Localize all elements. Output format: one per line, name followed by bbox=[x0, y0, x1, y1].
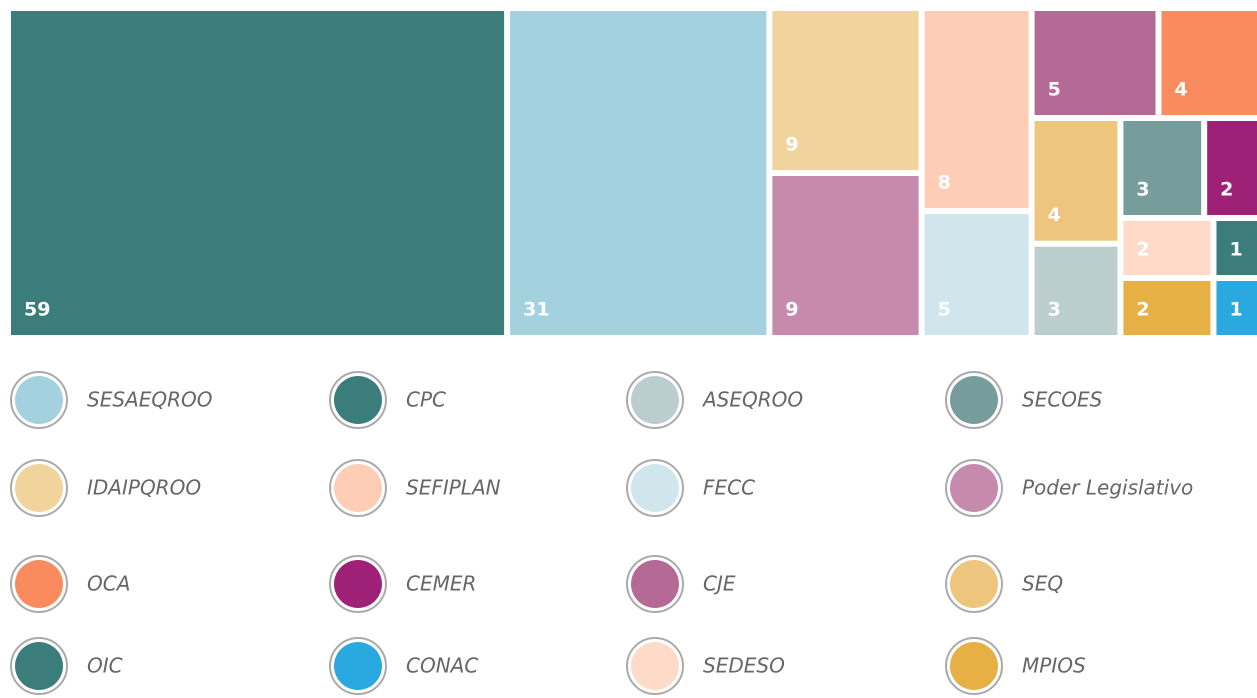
legend-label: CJE bbox=[703, 572, 736, 596]
treemap-cell bbox=[924, 214, 1029, 335]
legend-swatch bbox=[950, 642, 998, 690]
legend-swatch bbox=[334, 560, 382, 608]
value-label: 5 bbox=[938, 299, 951, 321]
legend-swatch bbox=[15, 642, 63, 690]
treemap-cell bbox=[1034, 11, 1156, 115]
legend-swatch bbox=[950, 464, 998, 512]
value-label: 31 bbox=[523, 299, 549, 321]
legend-label: OIC bbox=[87, 654, 123, 678]
legend-label: SEFIPLAN bbox=[406, 476, 501, 500]
legend-label: SESAEQROO bbox=[87, 388, 212, 412]
value-label: 3 bbox=[1136, 179, 1149, 201]
treemap-cell bbox=[772, 11, 919, 170]
legend-label: IDAIPQROO bbox=[87, 476, 201, 500]
value-label: 59 bbox=[24, 299, 50, 321]
treemap-cell bbox=[1123, 281, 1211, 335]
legend-label: OCA bbox=[87, 572, 130, 596]
treemap-cell bbox=[1216, 281, 1257, 335]
legend-label: FECC bbox=[703, 476, 755, 500]
legend-label: MPIOS bbox=[1022, 654, 1086, 678]
legend-swatch bbox=[334, 376, 382, 424]
legend-label: Poder Legislativo bbox=[1022, 476, 1193, 500]
treemap-cell bbox=[1123, 221, 1211, 275]
legend-swatch bbox=[631, 642, 679, 690]
treemap-cell bbox=[924, 11, 1029, 209]
treemap-cell bbox=[1161, 11, 1257, 115]
treemap-cell bbox=[1123, 121, 1202, 215]
treemap-cell bbox=[11, 11, 505, 335]
legend-swatch bbox=[15, 560, 63, 608]
legend-label: ASEQROO bbox=[701, 388, 803, 412]
legend-swatch bbox=[334, 464, 382, 512]
value-label: 9 bbox=[785, 134, 798, 156]
legend-swatch bbox=[15, 376, 63, 424]
legend-swatch bbox=[15, 464, 63, 512]
legend-swatch bbox=[334, 642, 382, 690]
value-label: 4 bbox=[1048, 204, 1061, 226]
treemap-cell bbox=[1034, 121, 1118, 241]
legend-label: SEQ bbox=[1022, 572, 1063, 596]
legend-swatch bbox=[631, 560, 679, 608]
legend-label: CEMER bbox=[406, 572, 476, 596]
treemap-cell bbox=[510, 11, 767, 335]
value-label: 9 bbox=[785, 299, 798, 321]
legend-swatch bbox=[631, 464, 679, 512]
treemap-cell bbox=[1034, 246, 1118, 335]
value-label: 5 bbox=[1048, 79, 1061, 101]
legend-label: SECOES bbox=[1022, 388, 1103, 412]
value-label: 2 bbox=[1136, 299, 1149, 321]
legend-label: SEDESO bbox=[703, 654, 785, 678]
treemap-cell bbox=[772, 176, 919, 335]
treemap-cell bbox=[1207, 121, 1257, 215]
treemap-cell bbox=[1216, 221, 1257, 275]
value-label: 8 bbox=[938, 172, 951, 194]
value-label: 2 bbox=[1136, 239, 1149, 261]
legend-swatch bbox=[950, 376, 998, 424]
legend-swatch bbox=[950, 560, 998, 608]
legend-label: CPC bbox=[406, 388, 446, 412]
value-label: 4 bbox=[1174, 79, 1187, 101]
value-label: 3 bbox=[1048, 299, 1061, 321]
legend-swatch bbox=[631, 376, 679, 424]
value-label: 2 bbox=[1220, 179, 1233, 201]
value-label: 1 bbox=[1229, 239, 1242, 261]
value-label: 1 bbox=[1229, 299, 1242, 321]
legend-label: CONAC bbox=[406, 654, 478, 678]
